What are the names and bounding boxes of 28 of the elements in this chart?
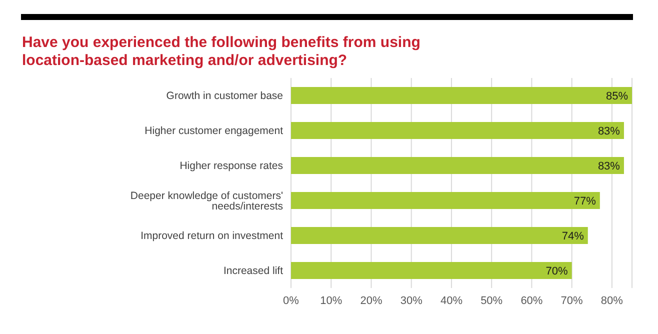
x-tick-label: 60% — [520, 294, 543, 307]
y-tick-label: Higher response rates — [180, 160, 283, 172]
y-tick-label: Growth in customer base — [166, 90, 284, 102]
x-tick-label: 70% — [560, 294, 584, 307]
bar — [291, 227, 588, 244]
data-label: 83% — [598, 125, 620, 138]
bar — [291, 122, 624, 139]
x-tick-label: 0% — [283, 294, 300, 307]
x-tick-label: 50% — [480, 294, 503, 307]
x-tick-label: 40% — [440, 294, 463, 307]
data-label: 77% — [574, 195, 596, 208]
bar — [291, 87, 632, 104]
data-label: 83% — [598, 160, 620, 172]
data-label: 74% — [562, 230, 584, 242]
y-tick-label: Higher customer engagement — [144, 125, 284, 138]
data-label: 70% — [546, 265, 568, 278]
y-tick-label: Improved return on investment — [140, 230, 284, 242]
bar — [291, 157, 624, 174]
x-tick-label: 80% — [600, 294, 624, 307]
y-tick-label: Increased lift — [223, 265, 284, 278]
bar — [291, 192, 600, 209]
data-label: 85% — [606, 90, 628, 102]
x-tick-label: 10% — [320, 294, 342, 307]
x-tick-label: 30% — [400, 294, 423, 307]
y-tick-label: Deeper knowledge of customers' needs/interests — [130, 190, 283, 212]
x-tick-label: 20% — [360, 294, 382, 307]
bar — [291, 262, 572, 279]
chart-title: Have you experienced the following benefits from using location-based marketing and/or advertising? — [22, 34, 422, 70]
